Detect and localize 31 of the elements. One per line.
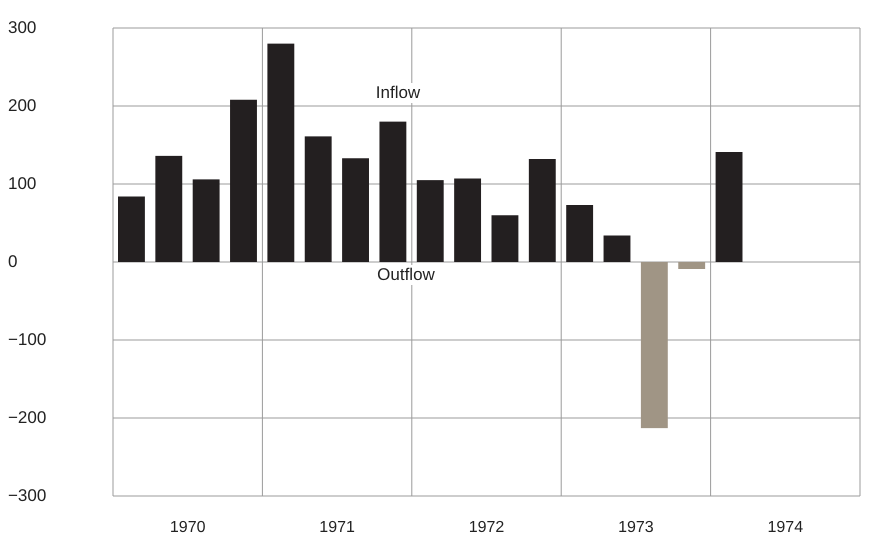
bar bbox=[566, 205, 594, 262]
bar bbox=[492, 215, 518, 262]
bar bbox=[416, 180, 444, 262]
y-tick-label: −100 bbox=[8, 330, 46, 349]
bar bbox=[304, 136, 332, 262]
x-tick-label: 1971 bbox=[319, 519, 355, 536]
bar bbox=[640, 262, 668, 428]
y-tick-label: 0 bbox=[8, 252, 18, 271]
bar bbox=[155, 156, 182, 262]
y-tick-label: 100 bbox=[8, 174, 36, 193]
bar bbox=[230, 100, 257, 262]
x-tick-label: 1974 bbox=[768, 519, 804, 536]
bar bbox=[604, 235, 630, 262]
x-tick-label: 1970 bbox=[170, 519, 206, 536]
bar bbox=[528, 159, 556, 262]
y-tick-label: 300 bbox=[8, 18, 36, 37]
bar bbox=[342, 158, 369, 262]
y-tick-label: −200 bbox=[8, 408, 46, 427]
y-tick-label: 200 bbox=[8, 96, 36, 115]
x-tick-label: 1973 bbox=[618, 519, 654, 536]
annotation: Outflow bbox=[374, 265, 438, 285]
bar bbox=[192, 179, 220, 262]
bar bbox=[678, 262, 706, 270]
x-tick-label: 1972 bbox=[468, 519, 504, 536]
annotation: Inflow bbox=[372, 83, 424, 103]
bar bbox=[267, 44, 294, 262]
bar bbox=[454, 178, 482, 262]
bar bbox=[379, 122, 406, 262]
y-tick-label: −300 bbox=[8, 486, 46, 505]
bar bbox=[716, 152, 742, 262]
bar bbox=[118, 196, 145, 262]
